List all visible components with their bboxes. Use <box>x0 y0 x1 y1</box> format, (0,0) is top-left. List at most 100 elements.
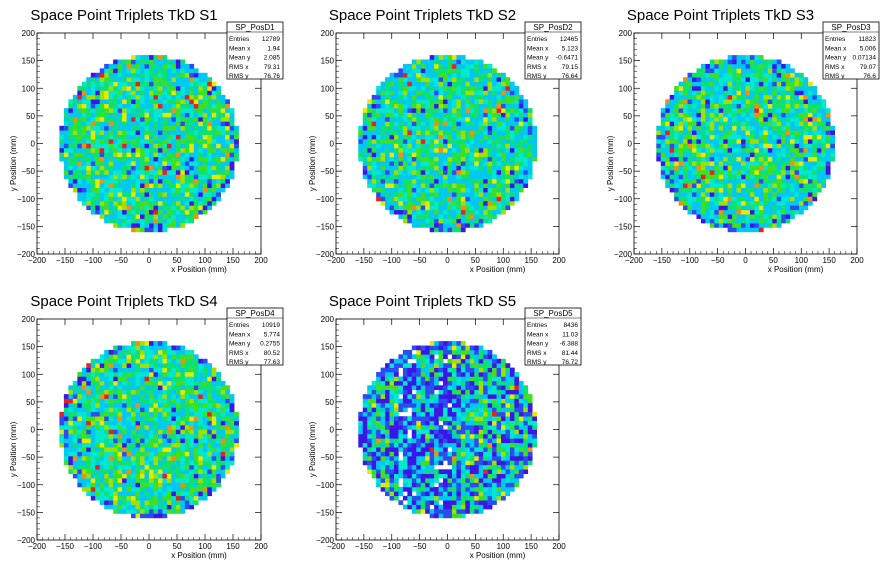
heatmap-cell <box>709 196 715 202</box>
heatmap-cell <box>772 108 778 113</box>
heatmap-cell <box>140 367 145 373</box>
heatmap-cell <box>371 178 377 184</box>
heatmap-cell <box>380 165 386 171</box>
heatmap-cell <box>126 112 132 118</box>
heatmap-cell <box>117 183 123 188</box>
heatmap-cell <box>532 125 537 131</box>
heatmap-cell <box>184 134 190 140</box>
heatmap-cell <box>803 77 809 82</box>
heatmap-cell <box>745 143 751 149</box>
heatmap-cell <box>425 178 430 184</box>
heatmap-cell <box>705 116 711 122</box>
heatmap-cell <box>207 134 213 140</box>
heatmap-cell <box>149 504 154 510</box>
heatmap-cell <box>767 108 773 113</box>
heatmap-cell <box>767 161 773 166</box>
heatmap-cell <box>162 358 168 364</box>
heatmap-cell <box>465 72 471 78</box>
heatmap-cell <box>193 187 199 193</box>
heatmap-cell <box>514 187 520 193</box>
heatmap-cell <box>803 200 809 206</box>
heatmap-cell <box>131 478 136 483</box>
heatmap-cell <box>149 363 154 368</box>
heatmap-cell <box>758 59 764 65</box>
heatmap-cell <box>790 90 795 96</box>
heatmap-cell <box>108 491 114 497</box>
heatmap-cell <box>687 103 693 109</box>
heatmap-cell <box>438 209 444 215</box>
heatmap-cell <box>180 156 186 162</box>
heatmap-cell <box>68 134 74 140</box>
heatmap-cell <box>776 121 782 127</box>
heatmap-cell <box>122 464 127 470</box>
heatmap-cell <box>505 125 511 131</box>
heatmap-cell <box>674 183 679 188</box>
heatmap-cell <box>416 116 422 122</box>
heatmap-cell <box>420 218 426 224</box>
heatmap-cell <box>790 125 795 131</box>
heatmap-cell <box>117 77 123 82</box>
heatmap-cell <box>687 72 693 78</box>
heatmap-cell <box>211 183 217 188</box>
heatmap-cell <box>144 345 150 351</box>
heatmap-cell <box>81 99 87 105</box>
heatmap-cell <box>68 165 74 171</box>
heatmap-cell <box>81 473 87 479</box>
heatmap-cell <box>140 121 145 127</box>
heatmap-cell <box>211 147 217 153</box>
heatmap-cell <box>90 456 96 461</box>
heatmap-cell <box>207 165 213 171</box>
heatmap-cell <box>144 380 150 386</box>
heatmap-cell <box>135 372 141 377</box>
heatmap-cell <box>460 63 466 69</box>
heatmap-cell <box>683 134 688 140</box>
heatmap-cell <box>153 385 159 391</box>
heatmap-cell <box>767 86 773 91</box>
heatmap-cell <box>220 99 226 105</box>
heatmap-cell <box>166 214 172 219</box>
heatmap-cell <box>411 218 417 224</box>
heatmap-cell <box>758 183 764 188</box>
heatmap-cell <box>514 86 520 91</box>
heatmap-cell <box>220 103 226 109</box>
heatmap-cell <box>460 174 466 180</box>
heatmap-cell <box>665 183 670 188</box>
heatmap-cell <box>371 116 377 122</box>
heatmap-cell <box>95 385 101 391</box>
heatmap-cell <box>447 209 453 215</box>
heatmap-cell <box>389 187 395 193</box>
heatmap-cell <box>763 99 769 105</box>
heatmap-cell <box>483 103 488 109</box>
heatmap-cell <box>736 59 742 65</box>
heatmap-cell <box>108 358 114 364</box>
chart-title: Space Point Triplets TkD S2 <box>329 7 516 24</box>
heatmap-cell <box>95 394 101 399</box>
heatmap-cell <box>416 223 422 228</box>
heatmap-cell <box>166 112 172 118</box>
heatmap-cell <box>95 94 101 100</box>
heatmap-cell <box>483 68 488 74</box>
heatmap-cell <box>483 196 488 202</box>
heatmap-cell <box>478 99 484 105</box>
heatmap-cell <box>420 90 426 96</box>
heatmap-cell <box>90 385 96 391</box>
heatmap-cell <box>126 99 132 105</box>
heatmap-cell <box>674 130 679 135</box>
heatmap-cell <box>108 460 114 466</box>
heatmap-cell <box>758 72 764 78</box>
heatmap-cell <box>184 108 190 113</box>
heatmap-cell <box>140 482 145 488</box>
heatmap-cell <box>202 205 208 211</box>
heatmap-cell <box>669 156 675 162</box>
heatmap-cell <box>162 486 168 492</box>
y-tick-label: −50 <box>320 167 334 176</box>
heatmap-cell <box>754 196 760 202</box>
heatmap-cell <box>216 147 221 153</box>
heatmap-cell <box>117 429 123 435</box>
heatmap-cell <box>425 223 430 228</box>
heatmap-cell <box>59 152 65 158</box>
heatmap-cell <box>732 205 737 211</box>
heatmap-cell <box>714 200 720 206</box>
heatmap-cell <box>126 491 132 497</box>
heatmap-cell <box>81 134 87 140</box>
